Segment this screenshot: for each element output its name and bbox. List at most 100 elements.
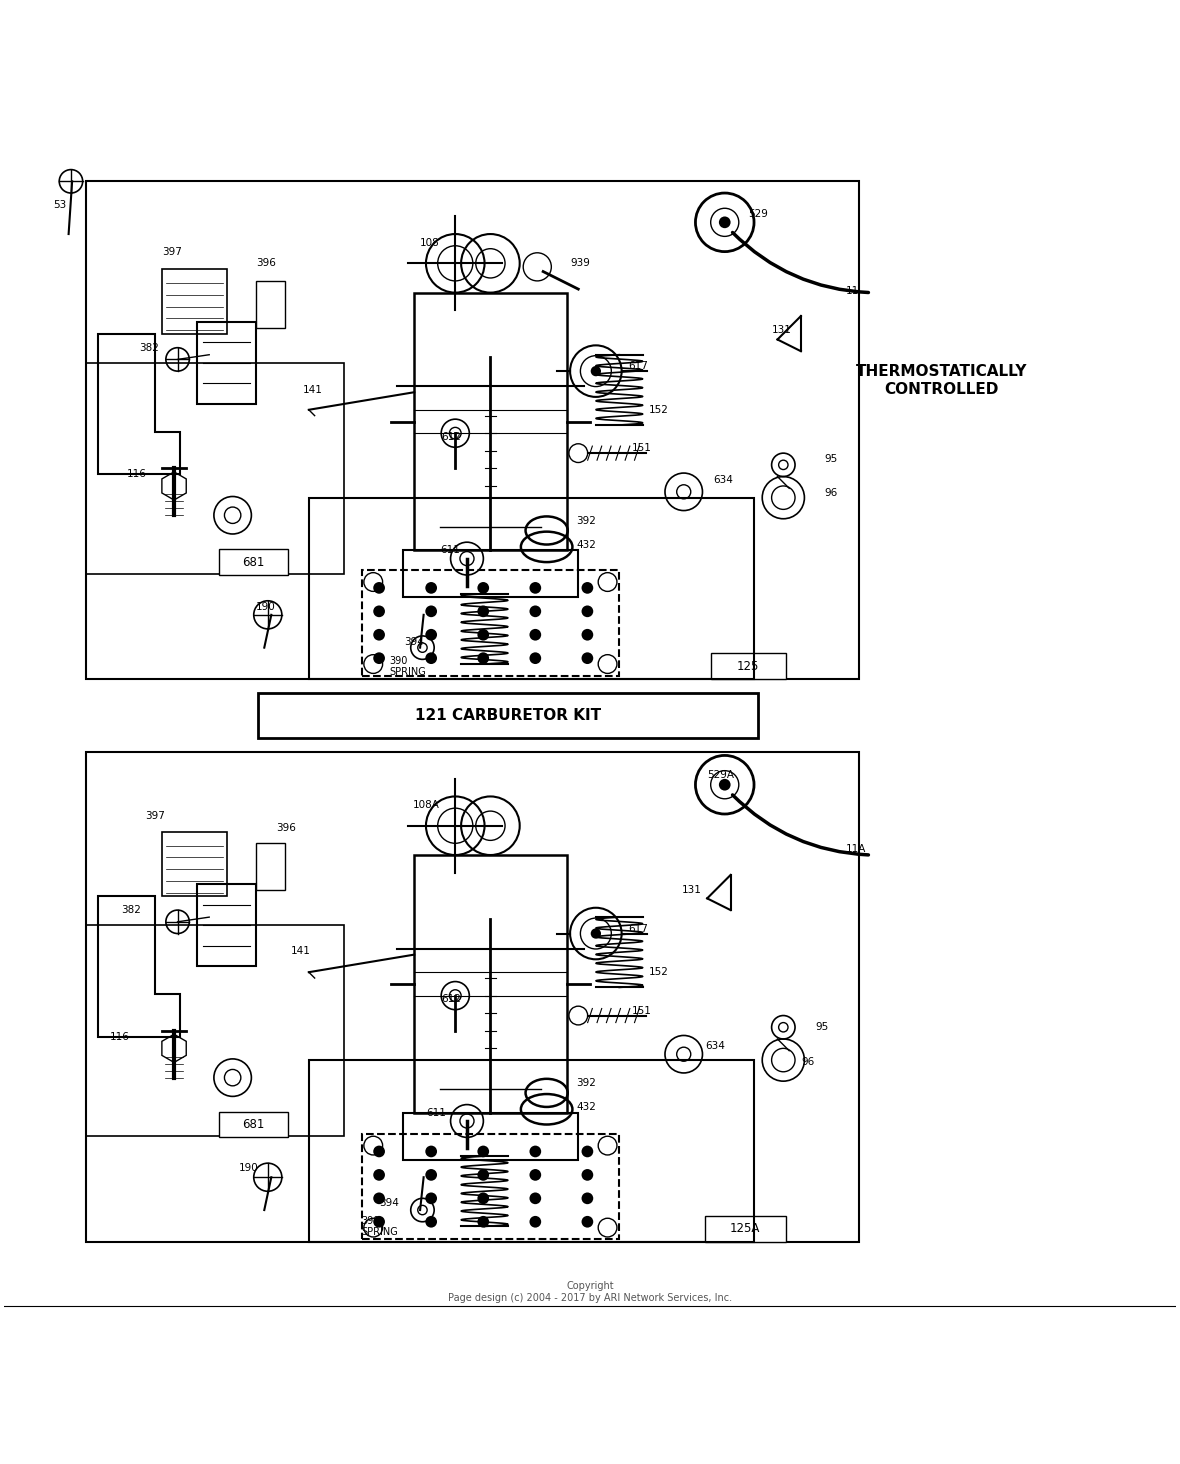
Bar: [163, 269, 227, 334]
Text: 141: 141: [303, 385, 323, 395]
Circle shape: [530, 1193, 542, 1205]
Circle shape: [425, 1217, 437, 1228]
Text: 612: 612: [441, 994, 461, 1004]
Circle shape: [425, 1170, 437, 1181]
Circle shape: [582, 583, 594, 594]
Text: 125A: 125A: [730, 1222, 760, 1236]
FancyBboxPatch shape: [710, 653, 786, 679]
Text: 121 CARBURETOR KIT: 121 CARBURETOR KIT: [415, 709, 601, 723]
Circle shape: [530, 606, 542, 618]
Text: 11A: 11A: [845, 845, 866, 854]
Circle shape: [425, 630, 437, 641]
Bar: [86, 752, 859, 1241]
Bar: [309, 498, 754, 679]
Text: 11: 11: [845, 287, 859, 296]
Text: 396: 396: [256, 258, 276, 268]
Text: 529: 529: [748, 209, 768, 220]
Text: 939: 939: [570, 258, 590, 268]
Circle shape: [591, 366, 601, 376]
Text: 611: 611: [426, 1108, 446, 1118]
Circle shape: [373, 1193, 385, 1205]
Text: 394: 394: [404, 637, 424, 647]
Circle shape: [478, 653, 489, 665]
Text: 131: 131: [681, 886, 701, 895]
Circle shape: [425, 653, 437, 665]
Text: 432: 432: [576, 540, 596, 549]
Bar: [86, 363, 343, 574]
Circle shape: [478, 1170, 489, 1181]
Text: 396: 396: [276, 823, 296, 833]
Circle shape: [582, 1146, 594, 1158]
Text: 108: 108: [420, 239, 440, 249]
Text: 432: 432: [576, 1102, 596, 1113]
Bar: [256, 843, 286, 890]
Text: THERMOSTATICALLY
CONTROLLED: THERMOSTATICALLY CONTROLLED: [856, 365, 1028, 397]
Circle shape: [530, 1170, 542, 1181]
Text: 390
SPRING: 390 SPRING: [389, 656, 426, 678]
Circle shape: [478, 1146, 489, 1158]
Bar: [414, 855, 566, 1113]
Circle shape: [719, 779, 730, 791]
Text: 95: 95: [825, 454, 838, 464]
Circle shape: [478, 1193, 489, 1205]
Circle shape: [373, 606, 385, 618]
Text: 151: 151: [632, 1006, 653, 1016]
FancyBboxPatch shape: [704, 1217, 786, 1241]
Circle shape: [478, 1217, 489, 1228]
Text: 392: 392: [576, 1079, 596, 1089]
Text: 394: 394: [379, 1198, 399, 1208]
Circle shape: [530, 583, 542, 594]
Text: 529A: 529A: [707, 770, 734, 780]
Text: 611: 611: [440, 546, 460, 555]
Text: 190: 190: [238, 1162, 258, 1173]
Circle shape: [373, 1146, 385, 1158]
Text: Copyright
Page design (c) 2004 - 2017 by ARI Network Services, Inc.: Copyright Page design (c) 2004 - 2017 by…: [448, 1281, 732, 1303]
Circle shape: [373, 630, 385, 641]
Text: 392: 392: [576, 517, 596, 526]
Text: 95: 95: [815, 1022, 828, 1032]
Circle shape: [425, 606, 437, 618]
Text: 116: 116: [110, 1032, 130, 1041]
Bar: [256, 281, 286, 328]
FancyBboxPatch shape: [218, 549, 288, 575]
Text: 131: 131: [772, 325, 792, 335]
Text: 96: 96: [801, 1057, 814, 1067]
Bar: [414, 293, 566, 550]
Bar: [86, 182, 859, 679]
Bar: [309, 1060, 754, 1241]
Circle shape: [425, 1146, 437, 1158]
Bar: [361, 571, 620, 676]
Circle shape: [373, 1217, 385, 1228]
Bar: [163, 832, 227, 896]
Circle shape: [582, 606, 594, 618]
Text: 397: 397: [163, 246, 182, 256]
Text: 152: 152: [649, 404, 668, 414]
Circle shape: [425, 1193, 437, 1205]
Circle shape: [373, 653, 385, 665]
Circle shape: [478, 606, 489, 618]
Text: 612: 612: [441, 432, 461, 442]
Bar: [402, 1113, 578, 1159]
Text: 152: 152: [649, 968, 668, 976]
Circle shape: [582, 1193, 594, 1205]
Text: 634: 634: [713, 476, 733, 485]
Text: 96: 96: [825, 488, 838, 498]
Text: 382: 382: [139, 343, 159, 353]
Circle shape: [530, 1146, 542, 1158]
Circle shape: [582, 653, 594, 665]
Bar: [197, 884, 256, 966]
Text: 634: 634: [704, 1041, 725, 1051]
Text: 617: 617: [629, 924, 649, 934]
Circle shape: [582, 1217, 594, 1228]
FancyBboxPatch shape: [258, 694, 758, 738]
Text: 397: 397: [145, 811, 165, 821]
Text: 116: 116: [127, 470, 148, 479]
Circle shape: [719, 217, 730, 228]
FancyBboxPatch shape: [218, 1111, 288, 1138]
Text: 141: 141: [291, 946, 312, 956]
Circle shape: [582, 630, 594, 641]
Bar: [197, 322, 256, 404]
Circle shape: [582, 1170, 594, 1181]
Bar: [86, 925, 343, 1136]
Text: 382: 382: [122, 905, 142, 915]
